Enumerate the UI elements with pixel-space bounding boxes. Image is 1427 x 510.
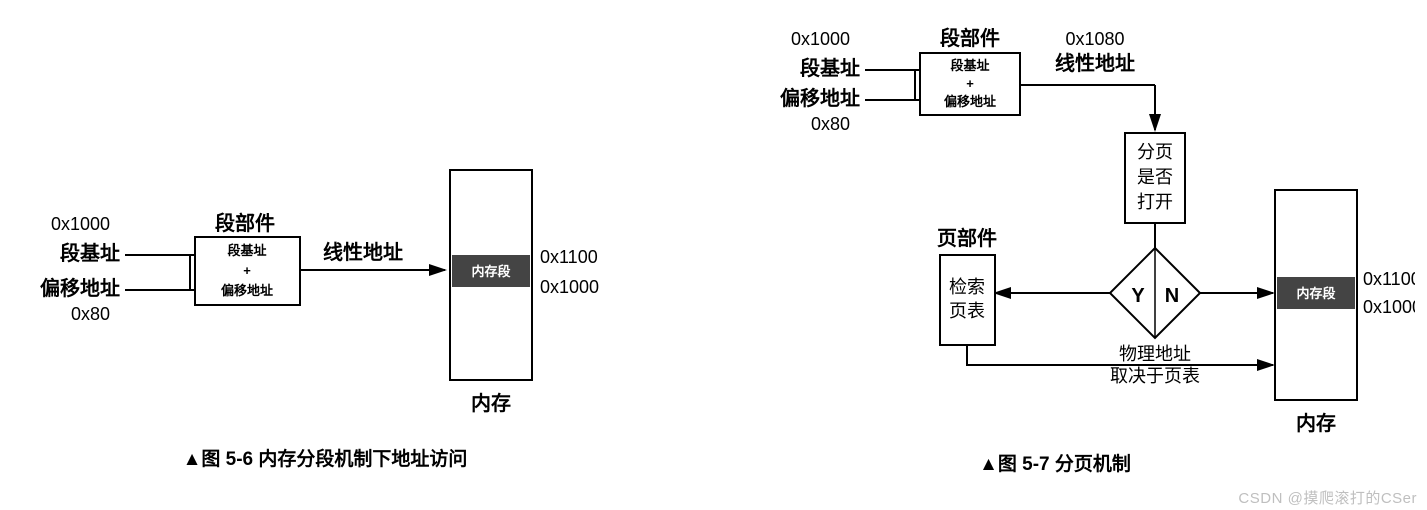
phys-l2: 取决于页表 xyxy=(1110,366,1200,386)
offset-val: 0x80 xyxy=(71,304,110,324)
phys-l1: 物理地址 xyxy=(1119,344,1191,364)
caption-5-6: ▲图 5-6 内存分段机制下地址访问 xyxy=(183,447,468,470)
seg-base-label-r: 段基址 xyxy=(800,56,860,80)
box-plus-r: + xyxy=(966,76,974,91)
paging-q1: 分页 xyxy=(1137,142,1173,162)
diagram-5-6-svg: 段部件 0x1000 段基址 偏移地址 0x80 段基址 + 偏移地址 线性地址… xyxy=(15,15,635,495)
paging-q2: 是否 xyxy=(1137,167,1173,187)
offset-label: 偏移地址 xyxy=(40,276,120,300)
page-component-title: 页部件 xyxy=(937,226,997,250)
decision-diamond: Y N xyxy=(1110,248,1200,338)
page-box-l1: 检索 xyxy=(949,277,985,297)
linear-val: 0x1080 xyxy=(1065,29,1124,49)
box-line2: 偏移地址 xyxy=(221,283,273,298)
mem-seg-label: 内存段 xyxy=(471,264,510,279)
mem-label-r: 内存 xyxy=(1296,411,1336,435)
box-line1: 段基址 xyxy=(227,243,266,258)
caption-5-7: ▲图 5-7 分页机制 xyxy=(979,452,1131,475)
seg-base-val: 0x1000 xyxy=(51,214,110,234)
diamond-y: Y xyxy=(1131,285,1145,307)
page-box-l2: 页表 xyxy=(949,301,985,321)
mem-label: 内存 xyxy=(471,391,511,415)
offset-label-r: 偏移地址 xyxy=(780,86,860,110)
addr-bot: 0x1000 xyxy=(540,277,599,297)
box-plus: + xyxy=(243,263,251,278)
figure-5-7: 段部件 0x1000 段基址 偏移地址 0x80 段基址 + 偏移地址 0x10… xyxy=(695,15,1395,495)
offset-val-r: 0x80 xyxy=(811,114,850,134)
watermark: CSDN @摸爬滚打的CSer xyxy=(1238,487,1417,508)
box-line1-r: 段基址 xyxy=(950,58,989,73)
addr-top-r: 0x1100 xyxy=(1363,269,1415,289)
seg-component-title: 段部件 xyxy=(215,211,275,235)
mem-seg-label-r: 内存段 xyxy=(1296,286,1335,301)
addr-top: 0x1100 xyxy=(540,247,598,267)
diamond-n: N xyxy=(1165,285,1179,307)
addr-bot-r: 0x1000 xyxy=(1363,297,1415,317)
figure-5-6: 段部件 0x1000 段基址 偏移地址 0x80 段基址 + 偏移地址 线性地址… xyxy=(15,15,635,495)
box-line2-r: 偏移地址 xyxy=(944,94,996,109)
page-table-box xyxy=(940,255,995,345)
diagram-5-7-svg: 段部件 0x1000 段基址 偏移地址 0x80 段基址 + 偏移地址 0x10… xyxy=(695,15,1415,495)
paging-q3: 打开 xyxy=(1137,192,1173,212)
seg-base-val-r: 0x1000 xyxy=(791,29,850,49)
linear-label-r: 线性地址 xyxy=(1055,51,1135,75)
seg-component-title-r: 段部件 xyxy=(940,26,1000,50)
seg-base-label: 段基址 xyxy=(60,241,120,265)
linear-addr-label: 线性地址 xyxy=(323,240,403,264)
